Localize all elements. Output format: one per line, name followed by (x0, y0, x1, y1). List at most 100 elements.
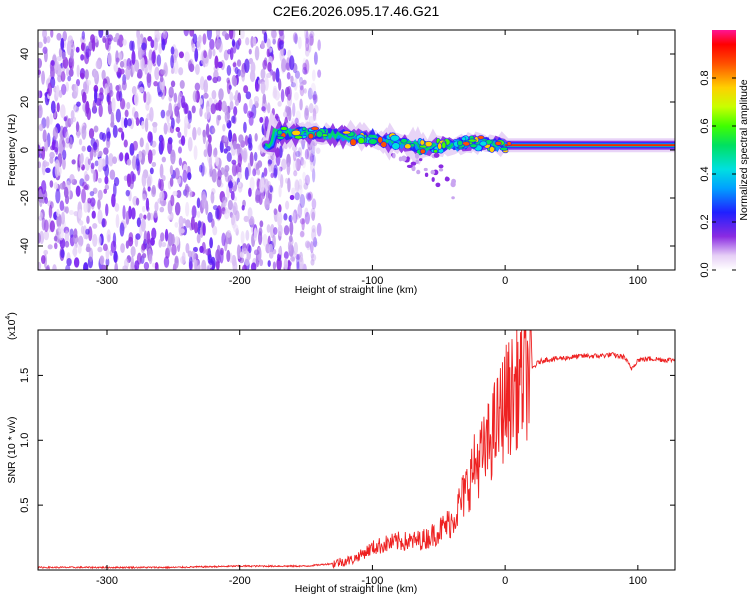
noise-speckle (93, 125, 99, 133)
noise-speckle (199, 98, 203, 105)
noise-speckle (105, 257, 110, 267)
noise-speckle (153, 80, 159, 87)
tail-speckle (433, 152, 440, 158)
noise-speckle (313, 51, 318, 65)
noise-speckle (170, 117, 175, 129)
noise-speckle (205, 248, 211, 256)
noise-speckle (191, 105, 196, 114)
noise-speckle (266, 224, 271, 233)
noise-speckle (56, 208, 60, 217)
noise-speckle (39, 211, 43, 220)
noise-speckle (192, 127, 197, 141)
noise-speckle (133, 59, 140, 72)
noise-speckle (292, 102, 296, 117)
tail-speckle (424, 172, 429, 177)
noise-speckle (157, 91, 163, 97)
noise-speckle (80, 72, 85, 79)
noise-speckle (75, 46, 80, 53)
noise-speckle (42, 129, 47, 143)
noise-speckle (189, 30, 195, 37)
noise-speckle (299, 257, 304, 270)
noise-speckle (112, 125, 118, 138)
noise-speckle (254, 46, 260, 61)
noise-speckle (42, 30, 48, 39)
noise-speckle (78, 209, 83, 219)
noise-speckle (98, 103, 103, 118)
noise-speckle (289, 194, 295, 201)
noise-speckle (59, 182, 66, 190)
noise-speckle (295, 214, 301, 220)
noise-speckle (299, 85, 305, 97)
noise-speckle (233, 106, 238, 116)
snr-y-tick-label: 1.5 (19, 368, 31, 383)
noise-speckle (80, 42, 85, 52)
noise-speckle (197, 127, 202, 136)
noise-speckle (211, 168, 217, 183)
noise-speckle (279, 174, 284, 188)
noise-speckle (242, 147, 248, 163)
noise-speckle (147, 60, 153, 75)
tail-speckle (406, 164, 413, 169)
noise-speckle (98, 157, 103, 168)
noise-speckle (46, 35, 51, 44)
colorbar-label: Normalized spectral amplitude (738, 79, 750, 220)
noise-speckle (304, 240, 311, 249)
noise-speckle (175, 117, 181, 124)
signal-blob (357, 137, 365, 145)
noise-speckle (48, 204, 53, 219)
noise-speckle (171, 244, 177, 256)
noise-speckle (242, 264, 247, 270)
tail-speckle (430, 169, 436, 175)
noise-speckle (175, 126, 181, 133)
noise-speckle (202, 129, 207, 145)
noise-speckle (151, 51, 156, 65)
noise-speckle (125, 210, 130, 225)
noise-speckle (69, 228, 74, 238)
noise-speckle (185, 219, 191, 228)
spectrogram-x-tick-label: -200 (229, 275, 251, 287)
noise-speckle (170, 233, 175, 246)
signal-blob (280, 126, 288, 131)
noise-speckle (192, 33, 198, 45)
noise-speckle (312, 116, 317, 122)
noise-speckle (299, 218, 306, 225)
noise-speckle (115, 84, 120, 91)
noise-speckle (41, 70, 46, 85)
noise-speckle (160, 137, 165, 152)
noise-speckle (215, 207, 220, 220)
noise-speckle (104, 83, 108, 96)
noise-speckle (56, 32, 62, 41)
noise-speckle (73, 257, 80, 268)
snr-y-ticks: 0.5 1.0 1.5 (19, 368, 675, 513)
noise-speckle (278, 145, 283, 158)
noise-speckle (221, 100, 227, 113)
noise-speckle (232, 201, 238, 216)
noise-speckle (141, 243, 147, 251)
noise-speckle (103, 147, 109, 155)
noise-speckle (302, 57, 307, 69)
noise-speckle (201, 194, 207, 209)
noise-speckle (199, 107, 203, 117)
noise-speckle (85, 100, 90, 115)
noise-speckle (274, 113, 279, 120)
noise-speckle (313, 240, 319, 247)
noise-speckle (248, 48, 252, 55)
noise-speckle (289, 220, 294, 236)
noise-speckle (192, 246, 198, 253)
noise-speckle (304, 105, 309, 117)
tail-speckle (405, 156, 410, 161)
noise-speckle (311, 168, 316, 183)
noise-speckle (299, 256, 305, 270)
noise-speckle (253, 151, 258, 162)
noise-speckle (73, 245, 78, 258)
noise-speckle (295, 253, 301, 260)
tail-speckle (401, 155, 407, 162)
noise-speckle (260, 68, 266, 80)
noise-speckle (244, 135, 249, 146)
noise-speckle (111, 193, 116, 208)
noise-speckle (174, 221, 179, 228)
noise-speckle (259, 178, 265, 193)
noise-speckle (174, 236, 180, 246)
noise-speckle (227, 181, 234, 189)
noise-speckle (239, 251, 245, 258)
